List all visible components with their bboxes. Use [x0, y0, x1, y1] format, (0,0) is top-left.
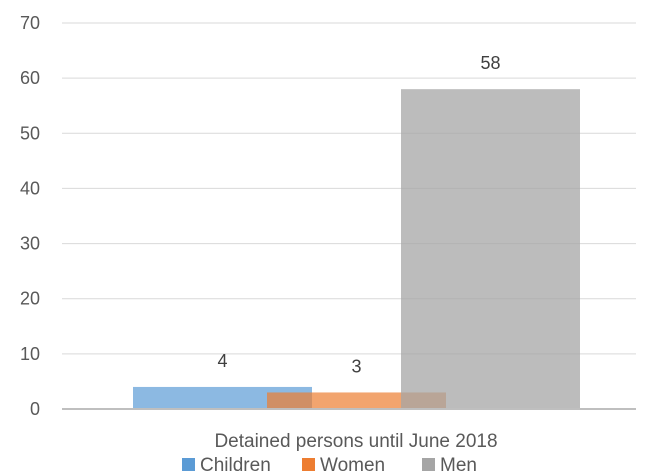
data-label-men: 58 — [480, 53, 500, 73]
bar-men — [401, 89, 580, 410]
legend-swatch — [422, 458, 435, 471]
y-tick-label: 20 — [20, 289, 40, 309]
legend: Children Women Men — [182, 455, 477, 473]
legend-label: Men — [440, 455, 477, 473]
y-tick-label: 0 — [30, 399, 40, 419]
legend-item-children: Children — [182, 455, 271, 473]
legend-label: Women — [320, 455, 385, 473]
y-tick-label: 70 — [20, 13, 40, 33]
gridlines — [62, 22, 636, 355]
y-tick-label: 10 — [20, 344, 40, 364]
category-labels: Detained persons until June 2018 — [214, 431, 497, 452]
legend-item-women: Women — [302, 455, 385, 473]
y-axis-ticks: 0 10 20 30 40 50 60 70 — [20, 13, 40, 419]
legend-swatch — [182, 458, 195, 471]
y-tick-label: 40 — [20, 178, 40, 198]
category-label: Detained persons until June 2018 — [214, 431, 497, 452]
bars — [133, 89, 580, 410]
y-tick-label: 50 — [20, 123, 40, 143]
data-labels: 4 3 58 — [217, 53, 500, 376]
y-tick-label: 30 — [20, 234, 40, 254]
data-label-children: 4 — [217, 351, 227, 371]
legend-swatch — [302, 458, 315, 471]
legend-label: Children — [200, 455, 271, 473]
legend-item-men: Men — [422, 455, 477, 473]
y-tick-label: 60 — [20, 68, 40, 88]
data-label-women: 3 — [351, 356, 361, 376]
